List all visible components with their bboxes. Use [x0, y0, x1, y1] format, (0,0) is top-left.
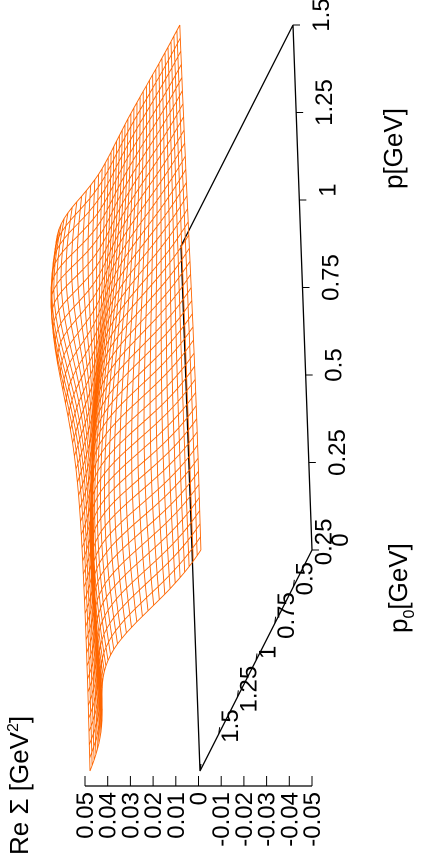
y-tick-label: 0.75 [318, 254, 345, 301]
surface-line-p [83, 365, 195, 588]
surface-line-p [76, 260, 191, 483]
surface-line-p [75, 247, 190, 470]
surface-line-p [82, 339, 194, 562]
surface-line-p [85, 405, 197, 627]
surface-line-p [82, 352, 195, 575]
surface-line-p0 [149, 74, 160, 600]
z-tick-label: 0.02 [140, 792, 167, 839]
y-tick-label: 0.25 [324, 429, 351, 476]
x-axis-title: p0[GeV] [383, 543, 418, 633]
y-axis-title: p[GeV] [378, 108, 408, 189]
y-tick-label: 1.25 [311, 79, 338, 126]
surface-line-p [62, 169, 187, 391]
z-axis-ticks: -0.05-0.04-0.03-0.02-0.0100.010.020.030.… [72, 776, 326, 847]
surface-line-p [65, 182, 187, 404]
x-tick-label: 1.5 [217, 709, 244, 742]
x-tick-mark [274, 616, 277, 624]
y-tick-label: 1 [314, 183, 341, 196]
x-tick-label: 0.75 [273, 592, 300, 639]
surface-line-p [51, 103, 184, 325]
z-tick-label: 0.01 [163, 792, 190, 839]
x-tick-mark [236, 690, 239, 698]
surface-line-p [72, 221, 189, 444]
z-tick-label: -0.05 [299, 792, 326, 847]
z-tick-label: -0.02 [231, 792, 258, 847]
surface-line-p [86, 444, 198, 667]
x-tick-mark [292, 579, 295, 587]
x-tick-mark [255, 653, 258, 661]
z-tick-label: 0.03 [117, 792, 144, 839]
surface-line-p [80, 313, 193, 535]
x-tick-label: 0.5 [292, 562, 319, 595]
surface-line-p [52, 116, 184, 338]
surface-line-p [85, 418, 198, 640]
surface-line-p [69, 208, 188, 430]
base-plane [180, 24, 313, 772]
surface-line-p [53, 37, 181, 260]
surface-line-p [50, 90, 183, 312]
surface-line-p [89, 549, 202, 772]
x-tick-mark [199, 763, 202, 772]
surface-line-p [88, 523, 201, 745]
base-plane-outline [180, 24, 313, 772]
y-tick-label: 1.5 [308, 0, 335, 32]
surface-line-p [50, 77, 183, 299]
surface-line-p [84, 392, 197, 614]
surface-line-p [52, 50, 182, 273]
surface-line-p [89, 536, 201, 759]
surface-line-p [87, 470, 199, 693]
surface-line-p [79, 287, 192, 509]
x-tick-label: 0.25 [310, 518, 337, 565]
surface-line-p [55, 24, 181, 247]
x-axis-ticks: 0.250.50.75 1 1.251.5 [199, 518, 337, 772]
surface-line-p [78, 274, 191, 496]
y-tick-label: 0 [327, 533, 354, 546]
surface-line-p [88, 510, 201, 732]
z-tick-label: -0.04 [276, 792, 303, 847]
surface-line-p [81, 326, 194, 549]
x-tick-label: 1 [254, 646, 281, 659]
y-axis-ticks: 0 0.25 0.5 0.75 1 1.25 1.5 [293, 0, 354, 551]
y-tick-label: 0.5 [321, 348, 348, 381]
surface-line-p [57, 142, 186, 365]
surface-line-p [80, 300, 193, 522]
z-tick-label: -0.01 [208, 792, 235, 847]
z-tick-label: -0.03 [254, 792, 281, 847]
x-tick-mark [218, 727, 221, 735]
surface-line-p [86, 431, 198, 654]
surface-line-p [54, 129, 185, 352]
surface-line-p [59, 155, 186, 378]
surface-line-p [84, 379, 196, 601]
z-axis-title: Re Σ [GeV2] [4, 716, 34, 855]
surface-line-p [51, 64, 182, 286]
z-tick-label: 0.04 [95, 792, 122, 839]
surface-mesh [50, 24, 202, 772]
surface-line-p [73, 234, 190, 457]
surface-line-p [67, 195, 188, 417]
z-tick-label: 0 [186, 792, 213, 805]
surface-line-p [88, 497, 200, 719]
surface-line-p [87, 457, 199, 680]
surface-line-p [87, 484, 200, 706]
x-tick-label: 1.25 [236, 666, 263, 713]
z-tick-label: 0.05 [72, 792, 99, 839]
